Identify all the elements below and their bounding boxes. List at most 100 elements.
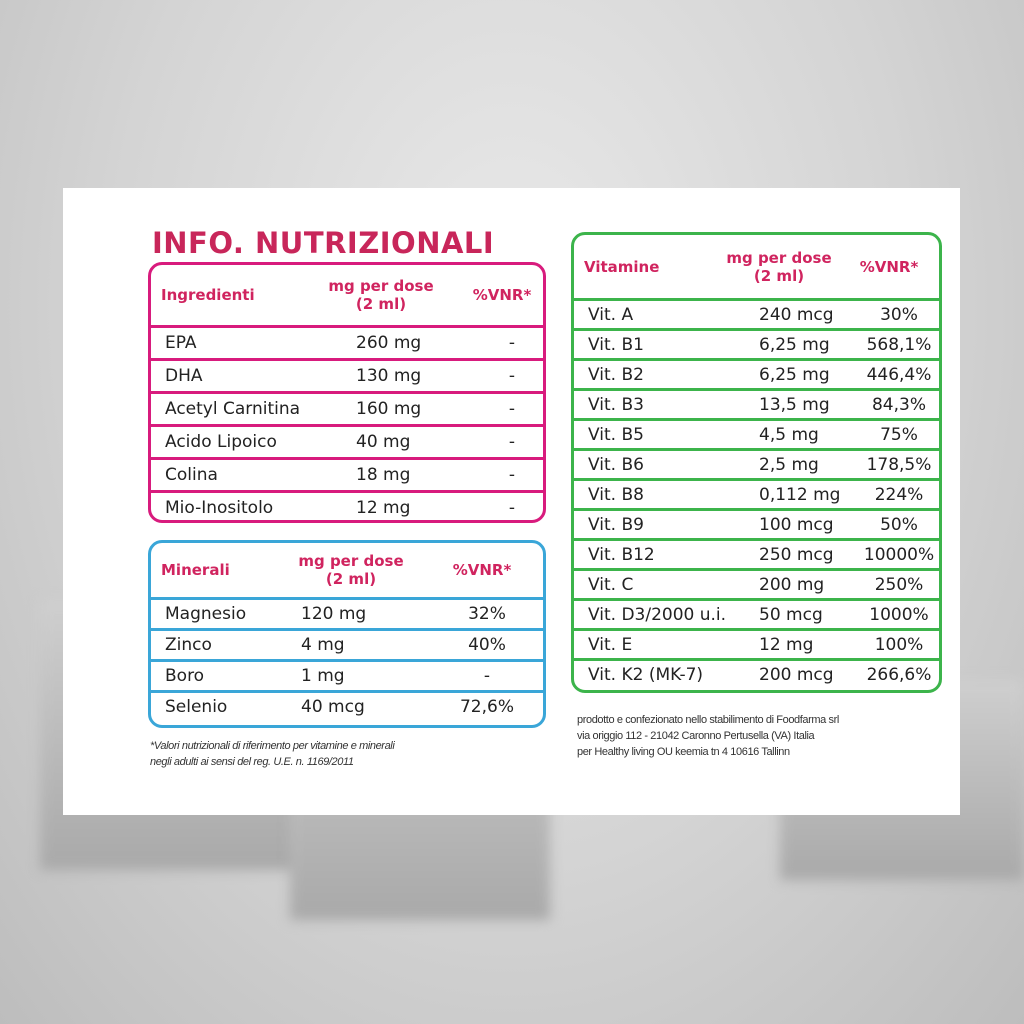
row-amount: 50 mcg [759, 604, 823, 625]
row-name: Vit. B9 [588, 514, 644, 535]
row-amount: 18 mg [356, 465, 411, 485]
row-name: Acido Lipoico [165, 432, 277, 452]
table-row: Vit. B3 13,5 mg 84,3% [574, 388, 939, 418]
row-amount: 120 mg [301, 604, 367, 624]
row-amount: 130 mg [356, 366, 422, 386]
table-row: Vit. D3/2000 u.i. 50 mcg 1000% [574, 598, 939, 628]
row-name: Mio-Inositolo [165, 498, 274, 518]
table-header: Vitamine mg per dose (2 ml) %VNR* [574, 235, 939, 298]
row-name: Acetyl Carnitina [165, 399, 301, 419]
row-name: Vit. B1 [588, 334, 644, 355]
minerals-table: Minerali mg per dose (2 ml) %VNR* Magnesio 1… [148, 540, 546, 728]
table-header: Ingredienti mg per dose (2 ml) %VNR* [151, 265, 543, 325]
row-vnr: 100% [874, 634, 924, 655]
table-row: Zinco 4 mg 40% [151, 628, 543, 659]
row-vnr: 32% [468, 604, 506, 624]
column-header: %VNR* [452, 561, 512, 579]
table-row: Vit. B5 4,5 mg 75% [574, 418, 939, 448]
table-row: Vit. E 12 mg 100% [574, 628, 939, 658]
producer-line: prodotto e confezionato nello stabilimen… [577, 714, 839, 726]
row-amount: 0,112 mg [759, 484, 841, 505]
ingredients-table: Ingredienti mg per dose (2 ml) %VNR* EPA 260… [148, 262, 546, 523]
column-header: mg per dose (2 ml) [298, 552, 404, 588]
row-vnr: - [508, 399, 515, 419]
table-row: Vit. B6 2,5 mg 178,5% [574, 448, 939, 478]
row-vnr: 75% [880, 424, 918, 445]
table-row: Vit. B8 0,112 mg 224% [574, 478, 939, 508]
column-header: %VNR* [472, 286, 532, 304]
table-row: Vit. A 240 mcg 30% [574, 298, 939, 328]
row-name: Boro [165, 666, 205, 686]
column-header: Ingredienti [161, 286, 255, 304]
row-name: Vit. C [588, 574, 634, 595]
row-name: Zinco [165, 635, 212, 655]
table-row: DHA 130 mg - [151, 358, 543, 391]
row-amount: 200 mcg [759, 664, 834, 685]
row-vnr: 178,5% [866, 454, 932, 475]
row-vnr: - [508, 465, 515, 485]
row-name: Vit. K2 (MK-7) [588, 664, 704, 685]
column-header: Minerali [161, 561, 230, 579]
row-amount: 260 mg [356, 333, 422, 353]
table-row: EPA 260 mg - [151, 325, 543, 358]
row-name: Vit. A [588, 304, 634, 325]
producer-line: per Healthy living OU keemia tn 4 10616 … [577, 746, 790, 758]
row-name: EPA [165, 333, 197, 353]
footnote-line: *Valori nutrizionali di riferimento per … [150, 740, 395, 752]
row-amount: 1 mg [301, 666, 345, 686]
row-name: Vit. B5 [588, 424, 644, 445]
table-row: Vit. B1 6,25 mg 568,1% [574, 328, 939, 358]
row-name: Vit. E [588, 634, 633, 655]
row-vnr: 72,6% [459, 697, 514, 717]
vitamins-table: Vitamine mg per dose (2 ml) %VNR* Vit. A 240… [571, 232, 942, 693]
row-amount: 100 mcg [759, 514, 834, 535]
row-vnr: - [508, 432, 515, 452]
row-amount: 12 mg [356, 498, 411, 518]
table-row: Acido Lipoico 40 mg - [151, 424, 543, 457]
row-amount: 12 mg [759, 634, 814, 655]
producer-line: via origgio 112 - 21042 Caronno Pertusel… [577, 730, 815, 742]
row-amount: 160 mg [356, 399, 422, 419]
row-name: Magnesio [165, 604, 247, 624]
row-vnr: 266,6% [866, 664, 932, 685]
footnote-line: negli adulti ai sensi del reg. U.E. n. 1… [150, 756, 354, 768]
row-amount: 40 mg [356, 432, 411, 452]
table-row: Colina 18 mg - [151, 457, 543, 490]
row-amount: 2,5 mg [759, 454, 819, 475]
table-row: Acetyl Carnitina 160 mg - [151, 391, 543, 424]
row-vnr: 1000% [869, 604, 929, 625]
label-title: INFO. NUTRIZIONALI [152, 226, 495, 260]
row-vnr: 446,4% [866, 364, 932, 385]
row-amount: 200 mg [759, 574, 825, 595]
row-vnr: 568,1% [866, 334, 932, 355]
row-amount: 40 mcg [301, 697, 365, 717]
table-row: Boro 1 mg - [151, 659, 543, 690]
column-header: mg per dose (2 ml) [726, 248, 832, 285]
table-row: Mio-Inositolo 12 mg - [151, 490, 543, 520]
row-vnr: - [508, 498, 515, 518]
table-row: Vit. K2 (MK-7) 200 mcg 266,6% [574, 658, 939, 688]
row-vnr: - [508, 333, 515, 353]
table-row: Selenio 40 mcg 72,6% [151, 690, 543, 721]
row-name: DHA [165, 366, 203, 386]
table-header: Minerali mg per dose (2 ml) %VNR* [151, 543, 543, 597]
row-amount: 250 mcg [759, 544, 834, 565]
row-vnr: - [483, 666, 491, 686]
row-amount: 13,5 mg [759, 394, 830, 415]
row-amount: 6,25 mg [759, 334, 830, 355]
row-amount: 4 mg [301, 635, 345, 655]
footnote: *Valori nutrizionali di riferimento per … [150, 738, 395, 770]
row-vnr: 224% [874, 484, 924, 505]
column-header: Vitamine [584, 257, 660, 276]
column-header: %VNR* [859, 257, 919, 276]
row-vnr: 10000% [863, 544, 935, 565]
table-row: Magnesio 120 mg 32% [151, 597, 543, 628]
row-vnr: 84,3% [871, 394, 926, 415]
row-name: Vit. B6 [588, 454, 644, 475]
row-name: Vit. B12 [588, 544, 655, 565]
row-name: Vit. B2 [588, 364, 644, 385]
row-name: Colina [165, 465, 218, 485]
row-amount: 6,25 mg [759, 364, 830, 385]
row-vnr: 50% [880, 514, 918, 535]
table-row: Vit. B9 100 mcg 50% [574, 508, 939, 538]
